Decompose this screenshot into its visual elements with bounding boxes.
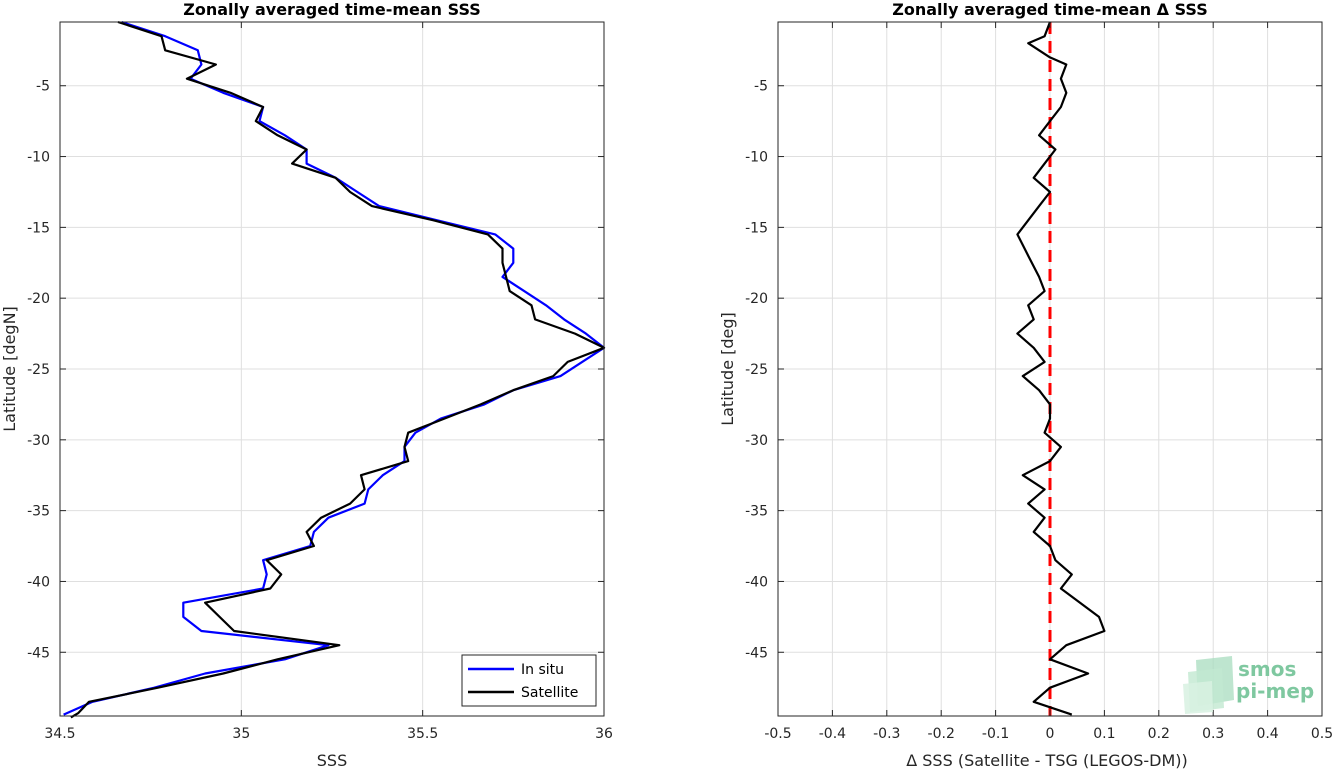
logo-text-smos: smos (1238, 657, 1296, 681)
smos-pi-mep-logo: smos pi-mep (1183, 656, 1314, 714)
sss-gridlines (59, 22, 605, 716)
sss-y-tick-label: -35 (27, 504, 50, 520)
logo-text-pi-mep: pi-mep (1236, 679, 1314, 703)
sss-x-tick-label: 35.5 (407, 726, 438, 742)
legend-in-situ-label: In situ (521, 662, 564, 678)
sss-ticks: 34.5 35 35.5 36 -5 -10 -15 -20 -25 -30 -35 -40 -45 (27, 22, 613, 742)
sss-y-tick-label: -30 (27, 433, 50, 449)
delta-y-tick-label: -30 (745, 433, 768, 449)
sss-x-tick-label: 36 (595, 726, 613, 742)
sss-y-tick-label: -25 (27, 362, 50, 378)
delta-series-group (1016, 21, 1106, 716)
sss-y-tick-label: -20 (27, 291, 50, 307)
delta-x-tick-label: -0.2 (928, 726, 955, 742)
sss-y-tick-label: -10 (27, 150, 50, 166)
delta-x-tick-label: -0.4 (819, 726, 846, 742)
sss-chart-title: Zonally averaged time-mean SSS (183, 0, 481, 19)
delta-y-tick-label: -40 (745, 574, 768, 590)
sss-panel: 34.5 35 35.5 36 -5 -10 -15 -20 -25 -30 -35 -40 -45 Z… (0, 0, 613, 769)
sss-y-tick-label: -45 (27, 645, 50, 661)
delta-x-tick-label: 0.5 (1311, 726, 1333, 742)
sss-x-axis-label: SSS (317, 751, 347, 769)
delta-x-tick-label: -0.1 (982, 726, 1009, 742)
delta-line-series-0 (1016, 21, 1106, 716)
sss-line-satellite (70, 20, 606, 719)
logo-mark-front (1183, 681, 1213, 714)
sss-y-axis-label: Latitude [degN] (0, 306, 19, 432)
delta-x-tick-label: -0.5 (764, 726, 791, 742)
delta-x-tick-label: 0.3 (1202, 726, 1224, 742)
legend-satellite-label: Satellite (521, 685, 578, 701)
delta-chart-title: Zonally averaged time-mean Δ SSS (892, 0, 1208, 19)
delta-x-tick-label: 0.4 (1256, 726, 1278, 742)
sss-x-tick-label: 34.5 (44, 726, 75, 742)
delta-y-tick-label: -5 (754, 79, 768, 95)
delta-y-tick-label: -45 (745, 645, 768, 661)
sss-line-in-situ (63, 20, 606, 716)
delta-ticks: -0.5 -0.4 -0.3 -0.2 -0.1 0 0.1 0.2 0.3 0.4 0.5 -5 -1… (745, 22, 1333, 742)
delta-y-tick-label: -25 (745, 362, 768, 378)
delta-x-tick-label: -0.3 (873, 726, 900, 742)
delta-y-tick-label: -35 (745, 504, 768, 520)
sss-y-tick-label: -15 (27, 220, 50, 236)
delta-x-tick-label: 0.1 (1093, 726, 1115, 742)
delta-x-tick-label: 0 (1046, 726, 1055, 742)
legend-box (461, 654, 597, 707)
delta-y-tick-label: -15 (745, 220, 768, 236)
delta-sss-panel: -0.5 -0.4 -0.3 -0.2 -0.1 0 0.1 0.2 0.3 0.4 0.5 -5 -1… (718, 0, 1333, 769)
delta-x-axis-label: Δ SSS (Satellite - TSG (LEGOS-DM)) (906, 751, 1188, 769)
delta-y-tick-label: -10 (745, 150, 768, 166)
sss-y-tick-label: -5 (36, 79, 50, 95)
sss-x-tick-label: 35 (232, 726, 250, 742)
delta-y-axis-label: Latitude [deg] (718, 312, 737, 426)
sss-series-group (63, 20, 606, 719)
legend: In situ Satellite (461, 654, 597, 707)
delta-y-tick-label: -20 (745, 291, 768, 307)
delta-x-tick-label: 0.2 (1148, 726, 1170, 742)
sss-y-tick-label: -40 (27, 574, 50, 590)
